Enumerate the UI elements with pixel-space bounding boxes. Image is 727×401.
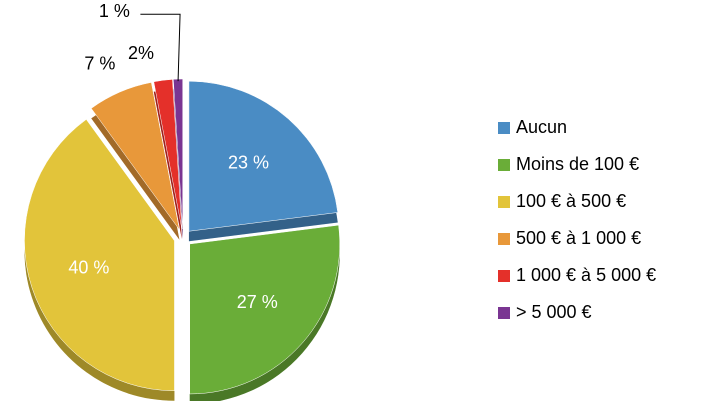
legend-swatch [498, 196, 510, 208]
legend-swatch [498, 270, 510, 282]
legend-swatch [498, 122, 510, 134]
legend-swatch [498, 159, 510, 171]
data-label: 1 % [99, 1, 130, 21]
slice [188, 80, 339, 232]
slice-side-shade [153, 89, 182, 240]
legend-swatch [498, 307, 510, 319]
data-label: 7 % [84, 53, 115, 73]
slice-side [153, 89, 182, 240]
data-label: 2% [128, 43, 154, 63]
legend-label: Aucun [516, 117, 567, 137]
slice [90, 82, 180, 230]
slice [24, 119, 175, 392]
data-label: 23 % [228, 152, 269, 172]
legend-swatch [498, 233, 510, 245]
legend-label: 1 000 € à 5 000 € [516, 265, 656, 285]
legend-label: > 5 000 € [516, 302, 592, 322]
legend-label: Moins de 100 € [516, 154, 639, 174]
data-label: 40 % [68, 257, 109, 277]
slice [189, 224, 340, 395]
data-label: 27 % [237, 292, 278, 312]
slice [153, 79, 183, 230]
legend-label: 100 € à 500 € [516, 191, 626, 211]
legend-label: 500 € à 1 000 € [516, 228, 641, 248]
leader-line [140, 13, 181, 82]
